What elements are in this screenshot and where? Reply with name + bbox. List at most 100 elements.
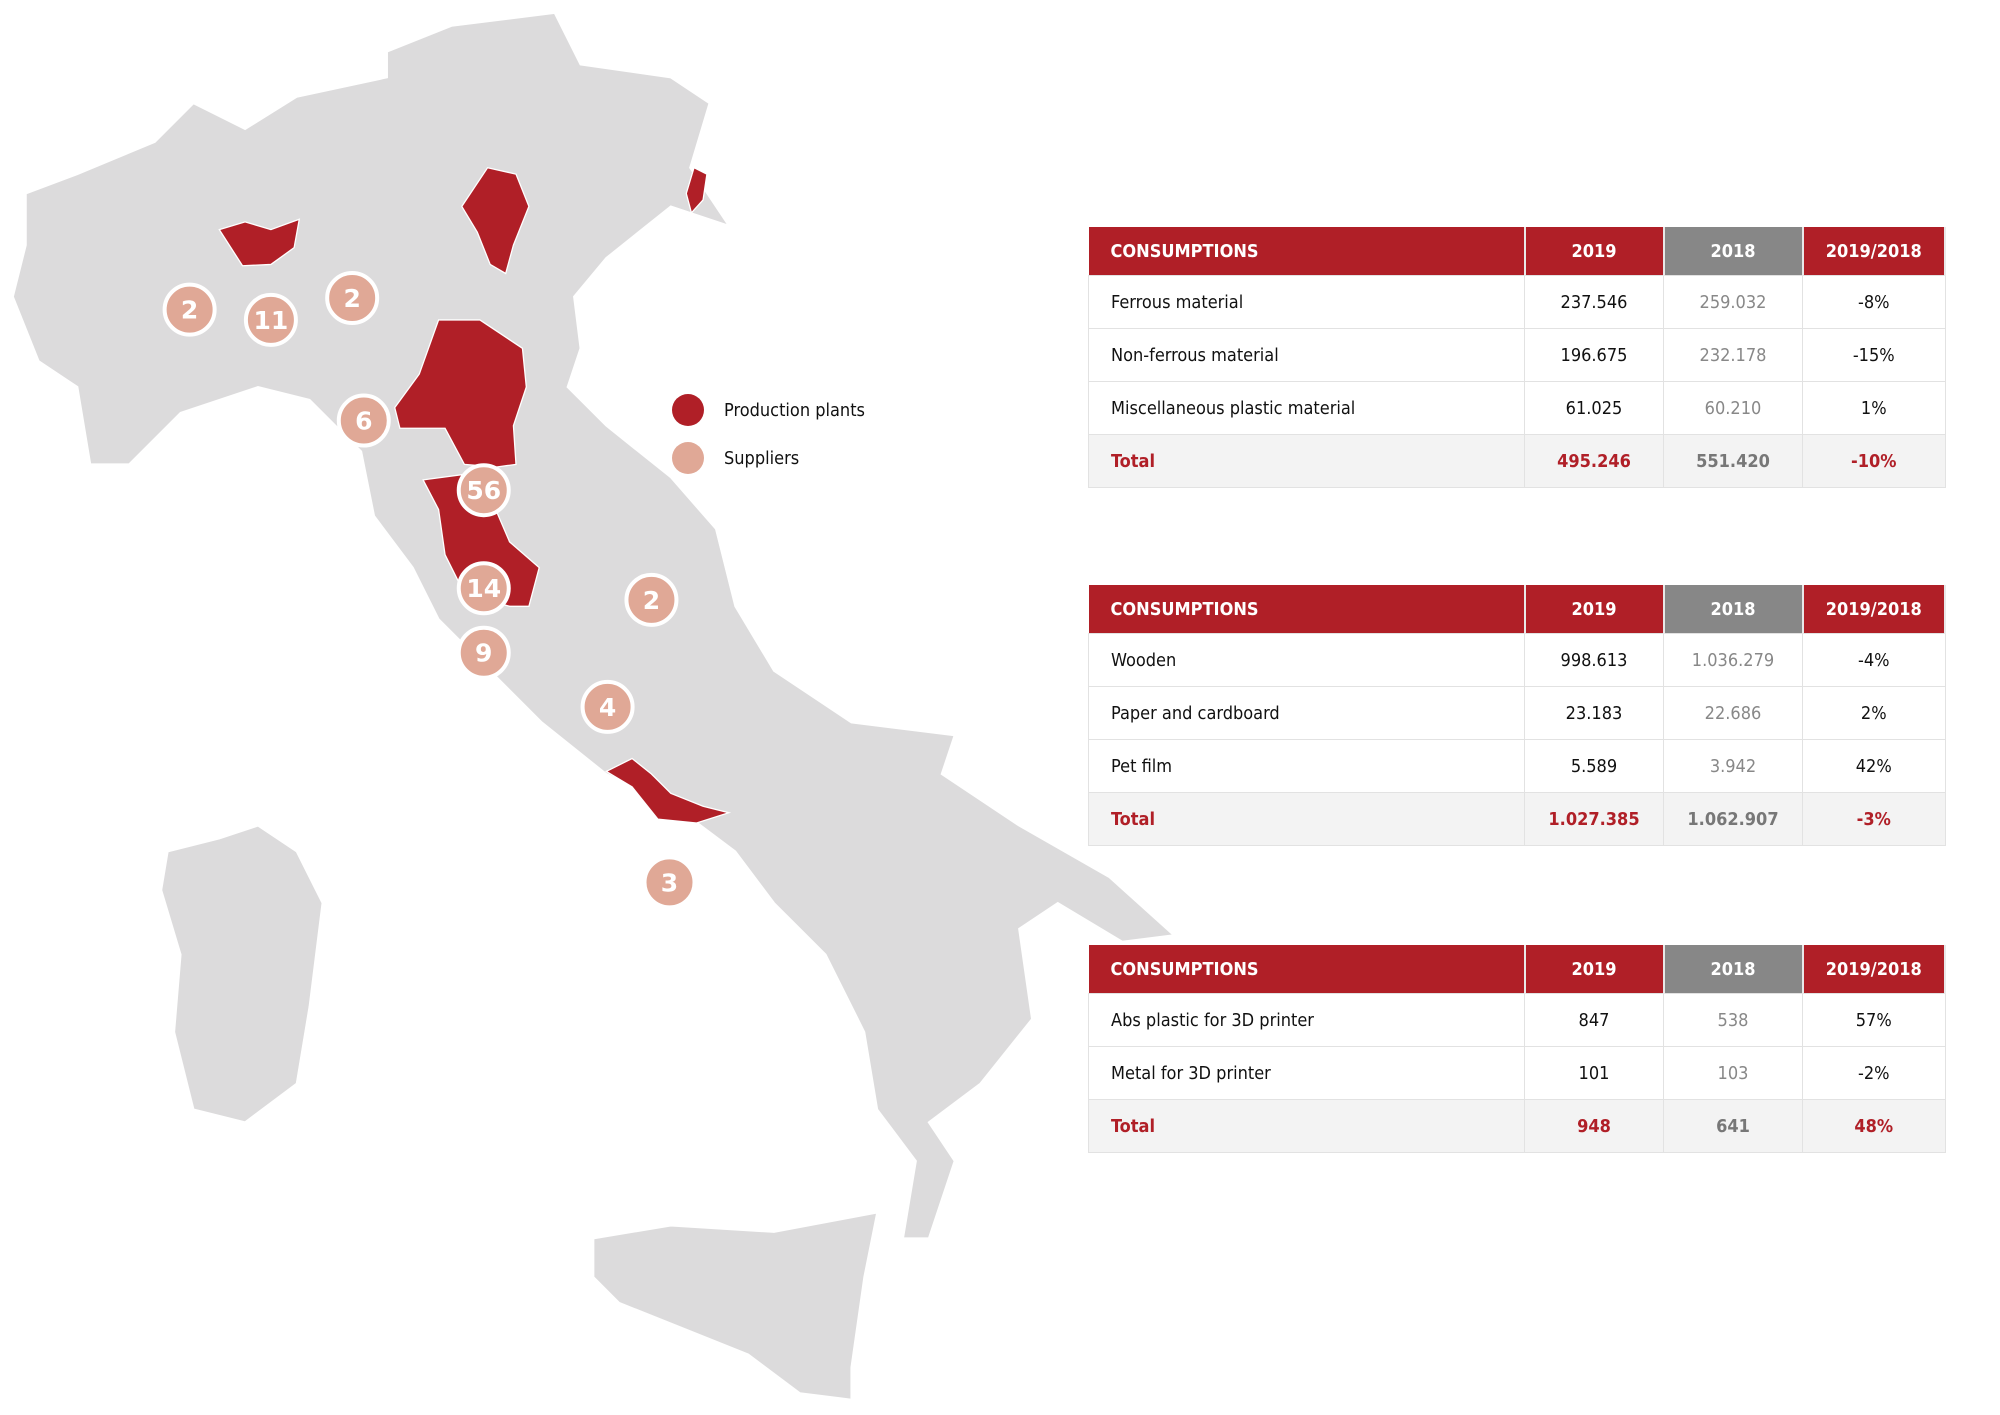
table-cell: 196.675 <box>1524 328 1664 382</box>
total-cell: Total <box>1088 792 1525 846</box>
supplier-count: 2 <box>643 586 660 615</box>
supplier-count: 4 <box>599 693 616 722</box>
table-cell: 259.032 <box>1663 275 1803 329</box>
table-cell: 5.589 <box>1524 739 1664 793</box>
total-cell: Total <box>1088 1099 1525 1153</box>
table-cell: Metal for 3D printer <box>1088 1046 1525 1100</box>
table-cell: 1% <box>1802 381 1946 435</box>
legend-label: Production plants <box>724 399 865 421</box>
column-header: 2019 <box>1524 945 1665 994</box>
supplier-marker <box>336 393 391 448</box>
table-row: Pet film 5.589 3.942 42% <box>1088 739 1946 793</box>
total-row: Total 495.246 551.420 -10% <box>1088 434 1946 488</box>
supplier-count: 11 <box>254 306 289 335</box>
supplier-marker <box>580 679 635 734</box>
total-row: Total 948 641 48% <box>1088 1099 1946 1153</box>
sicily <box>592 1211 879 1401</box>
sardinia <box>160 824 324 1124</box>
supplier-count: 56 <box>466 476 501 505</box>
table-cell: 2% <box>1802 686 1946 740</box>
total-cell: 48% <box>1802 1099 1946 1153</box>
table-cell: 22.686 <box>1663 686 1803 740</box>
column-header: 2019/2018 <box>1802 227 1946 276</box>
production-region-3 <box>685 166 708 215</box>
table-cell: -2% <box>1802 1046 1946 1100</box>
table-cell: -4% <box>1802 633 1946 687</box>
supplier-marker <box>624 572 679 627</box>
supplier-marker <box>162 282 217 337</box>
consumptions-table: CONSUMPTIONS 2019 2018 2019/2018 Abs plastic… <box>1088 945 1946 1153</box>
legend-label: Suppliers <box>724 447 800 469</box>
total-cell: 1.062.907 <box>1663 792 1803 846</box>
production-region-6 <box>604 757 732 824</box>
table-row: Wooden 998.613 1.036.279 -4% <box>1088 633 1946 687</box>
supplier-count: 2 <box>343 284 360 313</box>
supplier-marker <box>325 270 380 325</box>
total-row: Total 1.027.385 1.062.907 -3% <box>1088 792 1946 846</box>
table-cell: Abs plastic for 3D printer <box>1088 993 1525 1047</box>
total-cell: 551.420 <box>1663 434 1803 488</box>
supplier-count: 14 <box>466 574 501 603</box>
table-cell: 538 <box>1663 993 1803 1047</box>
table-cell: 101 <box>1524 1046 1664 1100</box>
table-cell: 42% <box>1802 739 1946 793</box>
table-cell: Paper and cardboard <box>1088 686 1525 740</box>
supplier-count: 2 <box>181 296 198 325</box>
supplier-marker <box>456 561 511 616</box>
table-cell: 237.546 <box>1524 275 1664 329</box>
table-row: Paper and cardboard 23.183 22.686 2% <box>1088 686 1946 740</box>
total-cell: 495.246 <box>1524 434 1664 488</box>
production-region-2 <box>461 166 530 275</box>
column-header: 2018 <box>1663 585 1804 634</box>
table-cell: 232.178 <box>1663 328 1803 382</box>
table-cell: 3.942 <box>1663 739 1803 793</box>
column-header: 2019/2018 <box>1802 945 1946 994</box>
table-cell: Pet film <box>1088 739 1525 793</box>
table-header: CONSUMPTIONS 2019 2018 2019/2018 <box>1088 227 1946 276</box>
supplier-count: 6 <box>355 407 372 436</box>
column-header: 2019 <box>1524 227 1665 276</box>
table-row: Non-ferrous material 196.675 232.178 -15% <box>1088 328 1946 382</box>
column-header: CONSUMPTIONS <box>1088 227 1526 276</box>
table-cell: 61.025 <box>1524 381 1664 435</box>
total-cell: -3% <box>1802 792 1946 846</box>
column-header: CONSUMPTIONS <box>1088 585 1526 634</box>
table-cell: 103 <box>1663 1046 1803 1100</box>
supplier-marker <box>456 463 511 518</box>
column-header: 2019/2018 <box>1802 585 1946 634</box>
table-cell: 23.183 <box>1524 686 1664 740</box>
total-cell: -10% <box>1802 434 1946 488</box>
total-cell: 641 <box>1663 1099 1803 1153</box>
table-cell: -15% <box>1802 328 1946 382</box>
italy-mainland <box>11 11 1177 1240</box>
table-cell: Ferrous material <box>1088 275 1525 329</box>
production-plant-marker-icon <box>672 394 704 426</box>
total-cell: 948 <box>1524 1099 1664 1153</box>
column-header: 2018 <box>1663 227 1804 276</box>
table-cell: 1.036.279 <box>1663 633 1803 687</box>
table-header: CONSUMPTIONS 2019 2018 2019/2018 <box>1088 585 1946 634</box>
table-row: Miscellaneous plastic material 61.025 60.2… <box>1088 381 1946 435</box>
table-cell: Non-ferrous material <box>1088 328 1525 382</box>
column-header: 2019 <box>1524 585 1665 634</box>
table-row: Metal for 3D printer 101 103 -2% <box>1088 1046 1946 1100</box>
table-cell: -8% <box>1802 275 1946 329</box>
consumptions-table: CONSUMPTIONS 2019 2018 2019/2018 Wooden 998.6… <box>1088 585 1946 846</box>
column-header: CONSUMPTIONS <box>1088 945 1526 994</box>
supplier-count: 9 <box>475 639 492 668</box>
table-row: Ferrous material 237.546 259.032 -8% <box>1088 275 1946 329</box>
production-region-1 <box>218 218 301 267</box>
legend-suppliers: Suppliers <box>672 442 799 474</box>
supplier-count: 3 <box>661 868 678 897</box>
total-cell: Total <box>1088 434 1525 488</box>
supplier-marker-icon <box>672 442 704 474</box>
legend-production-plants: Production plants <box>672 394 865 426</box>
italy-map: 2 11 2 6 56 14 9 2 4 3 <box>11 11 1177 1401</box>
table-cell: Wooden <box>1088 633 1525 687</box>
table-cell: 57% <box>1802 993 1946 1047</box>
table-cell: Miscellaneous plastic material <box>1088 381 1525 435</box>
supplier-marker <box>642 855 697 910</box>
table-cell: 847 <box>1524 993 1664 1047</box>
consumptions-table: CONSUMPTIONS 2019 2018 2019/2018 Ferrous mat… <box>1088 227 1946 488</box>
table-cell: 998.613 <box>1524 633 1664 687</box>
